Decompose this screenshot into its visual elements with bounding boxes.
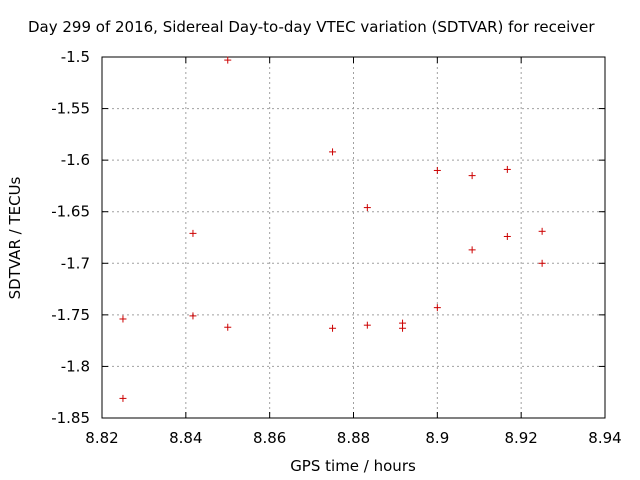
chart-title: Day 299 of 2016, Sidereal Day-to-day VTE…: [28, 18, 595, 36]
y-axis-label: SDTVAR / TECUs: [6, 176, 24, 299]
y-tick-label: -1.55: [51, 100, 90, 118]
data-point: [363, 321, 371, 329]
tick-labels: 8.82 8.84 8.86 8.88 8.9 8.92 8.94 -1.5 -1.55 -1.6…: [51, 48, 622, 447]
plot-frame: [101, 56, 606, 419]
data-point: [224, 323, 232, 331]
grid-lines: [102, 57, 605, 418]
x-tick-label: 8.84: [169, 429, 202, 447]
data-point: [224, 56, 232, 64]
x-tick-label: 8.9: [425, 429, 449, 447]
data-point: [538, 227, 546, 235]
y-tick-label: -1.6: [61, 151, 90, 169]
y-tick-label: -1.75: [51, 306, 90, 324]
data-point: [329, 324, 337, 332]
y-tick-label: -1.65: [51, 203, 90, 221]
data-point: [433, 166, 441, 174]
x-tick-label: 8.94: [588, 429, 621, 447]
data-point: [503, 165, 511, 173]
x-tick-label: 8.82: [85, 429, 118, 447]
data-point: [468, 246, 476, 254]
data-point: [503, 232, 511, 240]
data-point: [119, 315, 127, 323]
data-point: [468, 172, 476, 180]
x-axis-label: GPS time / hours: [290, 457, 416, 475]
x-tick-label: 8.86: [253, 429, 286, 447]
data-point: [189, 229, 197, 237]
y-tick-label: -1.85: [51, 409, 90, 427]
y-tick-label: -1.7: [61, 254, 90, 272]
data-point: [119, 394, 127, 402]
y-tick-label: -1.8: [61, 357, 90, 375]
data-point: [329, 148, 337, 156]
data-point: [363, 204, 371, 212]
data-point: [538, 259, 546, 267]
data-point: [433, 304, 441, 312]
x-tick-label: 8.88: [337, 429, 370, 447]
x-tick-label: 8.92: [504, 429, 537, 447]
data-point: [189, 312, 197, 320]
y-tick-label: -1.5: [61, 48, 90, 66]
data-point: [399, 324, 407, 332]
data-points: [119, 56, 546, 402]
